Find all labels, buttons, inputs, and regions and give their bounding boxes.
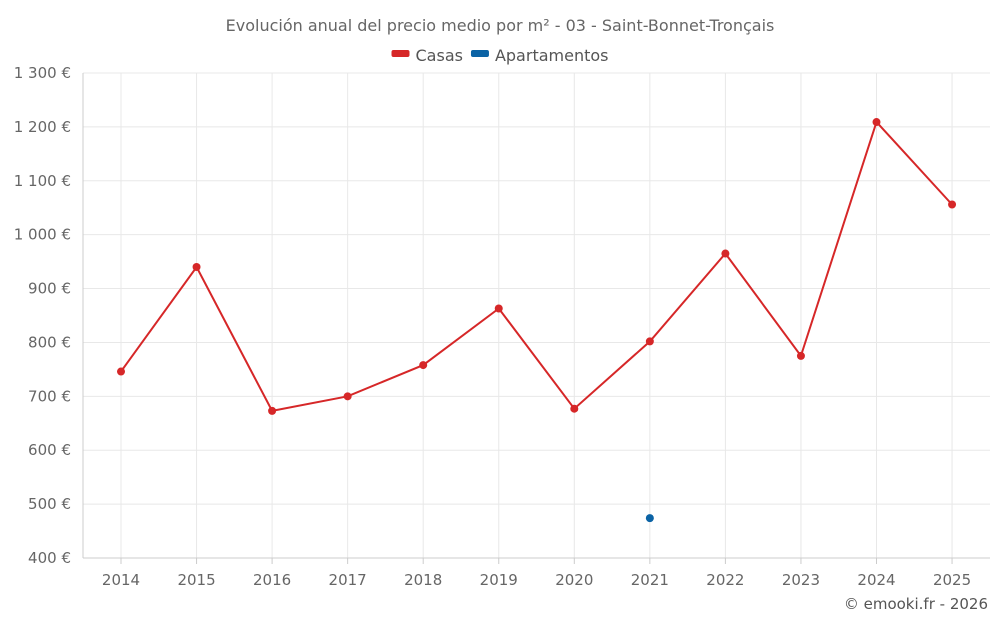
data-point-casas[interactable]: [570, 404, 579, 413]
series-group: [117, 118, 957, 523]
data-point-casas[interactable]: [721, 249, 730, 258]
data-point-casas[interactable]: [645, 337, 654, 346]
x-axis-labels: 2014 2015 2016 2017 2018 2019 2020 2021 2022 2023…: [102, 571, 971, 589]
x-tick-label: 2017: [329, 571, 367, 589]
grid: [83, 72, 990, 559]
x-tick-label: 2025: [933, 571, 971, 589]
x-tick-label: 2021: [631, 571, 669, 589]
y-axis-labels: 400 € 500 € 600 € 700 € 800 € 900 € 1 000 € 1 1…: [14, 64, 71, 567]
data-point-casas[interactable]: [872, 118, 881, 127]
y-tick-label: 1 300 €: [14, 64, 71, 82]
legend-label-casas[interactable]: Casas: [416, 46, 463, 65]
data-point-casas[interactable]: [343, 392, 352, 401]
x-tick-label: 2022: [706, 571, 744, 589]
axes: [82, 73, 990, 564]
y-tick-label: 700 €: [28, 387, 71, 405]
y-tick-label: 900 €: [28, 280, 71, 298]
data-point-casas[interactable]: [268, 406, 277, 415]
x-tick-label: 2015: [177, 571, 215, 589]
legend-swatch-apartamentos[interactable]: [470, 50, 489, 57]
legend-label-apartamentos[interactable]: Apartamentos: [495, 46, 609, 65]
y-tick-label: 800 €: [28, 333, 71, 351]
series-line-casas: [120, 120, 953, 413]
x-tick-label: 2014: [102, 571, 140, 589]
x-tick-label: 2020: [555, 571, 593, 589]
y-tick-label: 400 €: [28, 549, 71, 567]
data-point-casas[interactable]: [192, 263, 201, 271]
data-point-casas[interactable]: [948, 200, 957, 209]
legend: Casas Apartamentos: [391, 46, 609, 65]
x-tick-label: 2018: [404, 571, 442, 589]
y-tick-label: 500 €: [28, 495, 71, 513]
y-tick-label: 1 100 €: [14, 172, 71, 190]
data-point-casas[interactable]: [494, 304, 503, 313]
x-tick-label: 2016: [253, 571, 291, 589]
x-tick-label: 2023: [782, 571, 820, 589]
data-point-apartamentos[interactable]: [645, 514, 654, 523]
y-tick-label: 600 €: [28, 441, 71, 459]
legend-swatch-casas[interactable]: [391, 50, 410, 57]
data-point-casas[interactable]: [117, 367, 125, 376]
x-tick-label: 2019: [480, 571, 518, 589]
data-point-casas[interactable]: [419, 361, 428, 370]
chart-title: Evolución anual del precio medio por m² …: [226, 16, 775, 35]
y-tick-label: 1 200 €: [14, 118, 71, 136]
credit: © emooki.fr - 2026: [844, 595, 988, 613]
y-tick-label: 1 000 €: [14, 226, 71, 244]
data-point-casas[interactable]: [796, 351, 805, 360]
x-tick-label: 2024: [857, 571, 895, 589]
